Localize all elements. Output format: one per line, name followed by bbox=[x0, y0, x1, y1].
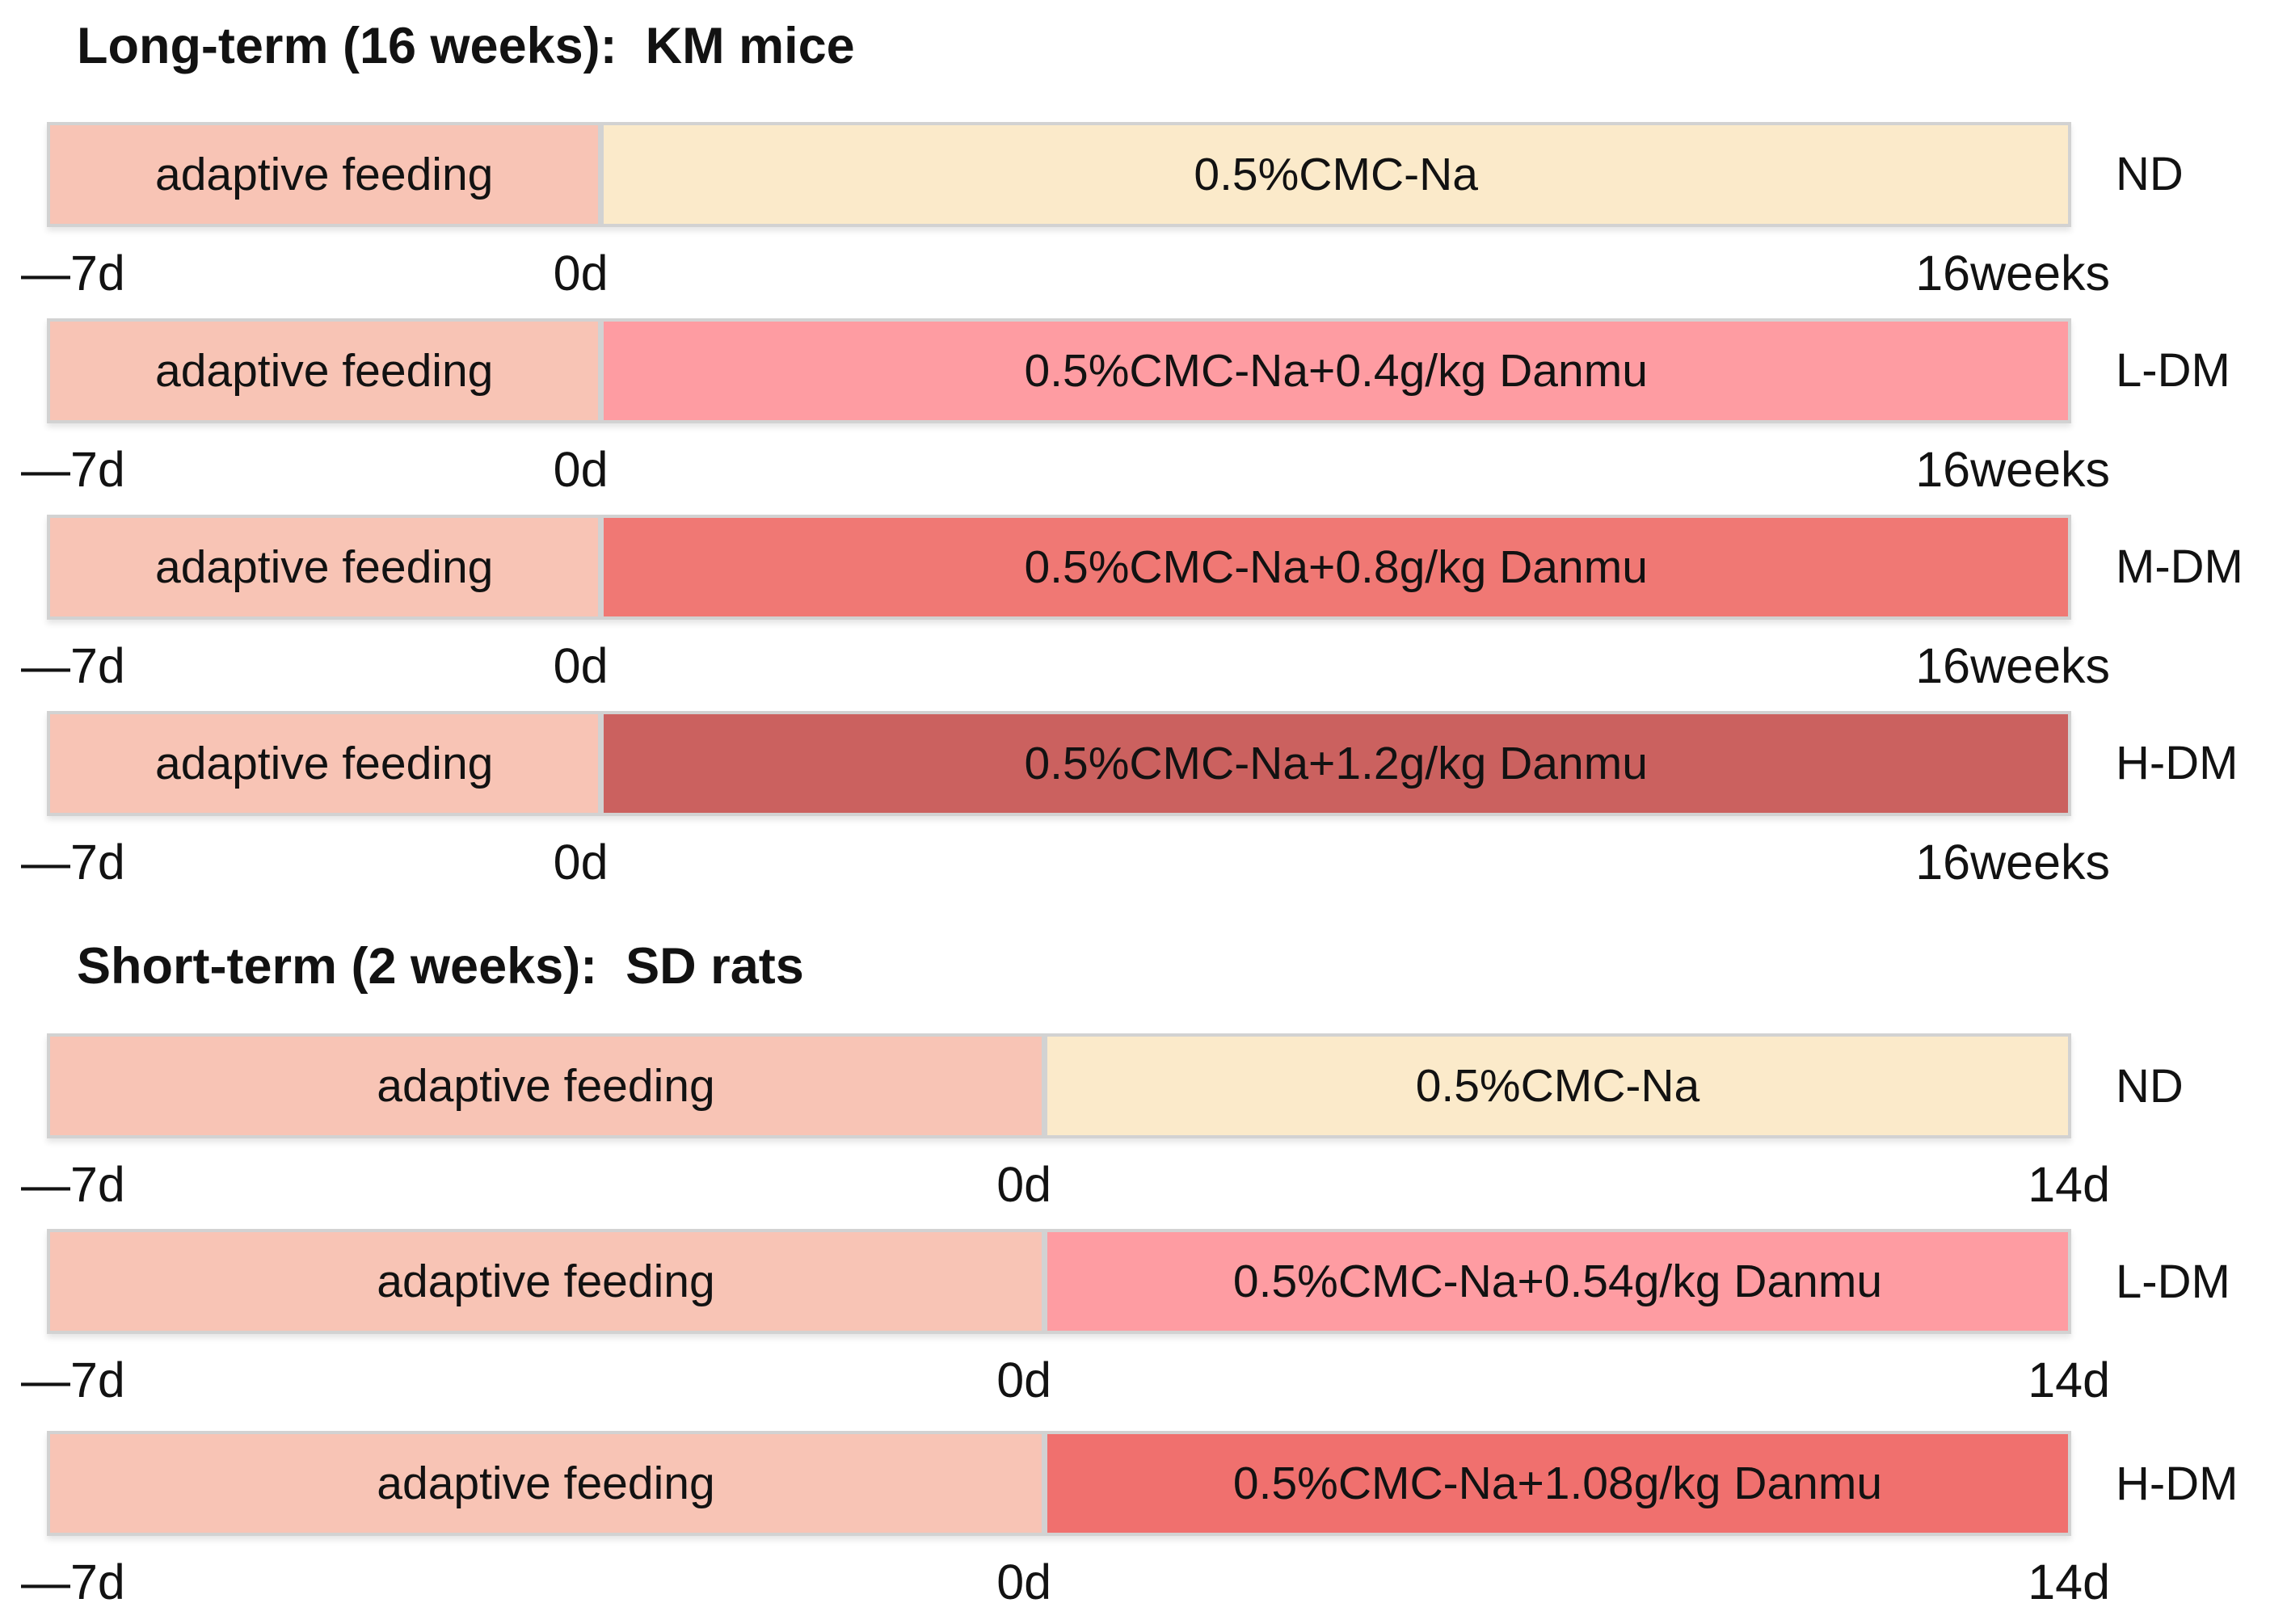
adaptive-feeding-label: adaptive feeding bbox=[377, 1060, 715, 1113]
adaptive-feeding-label: adaptive feeding bbox=[155, 148, 494, 200]
tick-0d: 0d bbox=[996, 1157, 1052, 1213]
group-label-ldm: L-DM bbox=[2116, 344, 2230, 398]
tick-0d: 0d bbox=[553, 245, 609, 301]
tick-0d: 0d bbox=[553, 441, 609, 497]
timeline-bar: adaptive feeding 0.5%CMC-Na+0.8g/kg Danm… bbox=[47, 514, 2071, 620]
group-label-nd: ND bbox=[2116, 1059, 2184, 1113]
timeline-bar: adaptive feeding 0.5%CMC-Na+0.54g/kg Dan… bbox=[47, 1229, 2071, 1335]
adaptive-feeding-segment: adaptive feeding bbox=[47, 1431, 1045, 1537]
tick-minus7d: —7d bbox=[21, 1353, 125, 1408]
adaptive-feeding-segment: adaptive feeding bbox=[47, 514, 602, 620]
adaptive-feeding-label: adaptive feeding bbox=[155, 737, 494, 789]
timeline-bar: adaptive feeding 0.5%CMC-Na+1.2g/kg Danm… bbox=[47, 710, 2071, 816]
tick-14d: 14d bbox=[2028, 1555, 2110, 1610]
timeline-row-short-nd: adaptive feeding 0.5%CMC-Na ND bbox=[47, 1033, 2287, 1139]
tick-0d: 0d bbox=[996, 1353, 1052, 1408]
timeline-ticks: —7d 0d 16weeks bbox=[21, 816, 2110, 907]
timeline-ticks: —7d 0d 16weeks bbox=[21, 423, 2110, 515]
timeline-ticks: —7d 0d 14d bbox=[21, 1334, 2110, 1431]
treatment-label: 0.5%CMC-Na bbox=[1415, 1060, 1700, 1113]
tick-16weeks: 16weeks bbox=[1915, 245, 2110, 301]
short-term-section-title: Short-term (2 weeks): SD rats bbox=[77, 937, 804, 995]
adaptive-feeding-segment: adaptive feeding bbox=[47, 318, 602, 423]
tick-minus7d: —7d bbox=[21, 637, 125, 693]
adaptive-feeding-segment: adaptive feeding bbox=[47, 1229, 1045, 1335]
tick-minus7d: —7d bbox=[21, 834, 125, 890]
timeline-row-long-mdm: adaptive feeding 0.5%CMC-Na+0.8g/kg Danm… bbox=[47, 514, 2287, 620]
timeline-bar: adaptive feeding 0.5%CMC-Na bbox=[47, 121, 2071, 227]
timeline-row-long-hdm: adaptive feeding 0.5%CMC-Na+1.2g/kg Danm… bbox=[47, 710, 2287, 816]
group-label-hdm: H-DM bbox=[2116, 1457, 2239, 1510]
timeline-row-short-ldm: adaptive feeding 0.5%CMC-Na+0.54g/kg Dan… bbox=[47, 1229, 2287, 1335]
long-term-section-title: Long-term (16 weeks): KM mice bbox=[77, 18, 855, 74]
group-label-nd: ND bbox=[2116, 148, 2184, 201]
treatment-segment: 0.5%CMC-Na+1.2g/kg Danmu bbox=[601, 710, 2071, 816]
treatment-label: 0.5%CMC-Na bbox=[1194, 148, 1478, 200]
timeline-ticks: —7d 0d 16weeks bbox=[21, 620, 2110, 711]
short-term-section: Short-term (2 weeks): SD rats adaptive f… bbox=[0, 938, 2287, 1624]
timeline-ticks: —7d 0d 14d bbox=[21, 1138, 2110, 1229]
treatment-label: 0.5%CMC-Na+0.54g/kg Danmu bbox=[1232, 1256, 1883, 1308]
treatment-segment: 0.5%CMC-Na+1.08g/kg Danmu bbox=[1044, 1431, 2071, 1537]
treatment-segment: 0.5%CMC-Na+0.54g/kg Danmu bbox=[1044, 1229, 2071, 1335]
treatment-label: 0.5%CMC-Na+1.08g/kg Danmu bbox=[1232, 1458, 1883, 1510]
tick-0d: 0d bbox=[553, 834, 609, 890]
tick-minus7d: —7d bbox=[21, 1555, 125, 1610]
timeline-bar: adaptive feeding 0.5%CMC-Na+1.08g/kg Dan… bbox=[47, 1431, 2071, 1537]
tick-0d: 0d bbox=[996, 1555, 1052, 1610]
treatment-label: 0.5%CMC-Na+0.8g/kg Danmu bbox=[1024, 541, 1648, 593]
tick-16weeks: 16weeks bbox=[1915, 441, 2110, 497]
treatment-segment: 0.5%CMC-Na bbox=[1044, 1033, 2071, 1139]
adaptive-feeding-segment: adaptive feeding bbox=[47, 1033, 1045, 1139]
tick-16weeks: 16weeks bbox=[1915, 834, 2110, 890]
group-label-hdm: H-DM bbox=[2116, 737, 2239, 790]
long-term-section: Long-term (16 weeks): KM mice adaptive f… bbox=[21, 18, 2287, 907]
tick-0d: 0d bbox=[553, 637, 609, 693]
timeline-bar: adaptive feeding 0.5%CMC-Na bbox=[47, 1033, 2071, 1139]
treatment-segment: 0.5%CMC-Na+0.8g/kg Danmu bbox=[601, 514, 2071, 620]
timeline-ticks: —7d 0d 16weeks bbox=[21, 227, 2110, 318]
group-label-mdm: M-DM bbox=[2116, 541, 2243, 594]
treatment-segment: 0.5%CMC-Na bbox=[601, 121, 2071, 227]
treatment-label: 0.5%CMC-Na+0.4g/kg Danmu bbox=[1024, 344, 1648, 397]
adaptive-feeding-label: adaptive feeding bbox=[377, 1256, 715, 1308]
tick-16weeks: 16weeks bbox=[1915, 637, 2110, 693]
treatment-segment: 0.5%CMC-Na+0.4g/kg Danmu bbox=[601, 318, 2071, 423]
adaptive-feeding-segment: adaptive feeding bbox=[47, 710, 602, 816]
tick-14d: 14d bbox=[2028, 1157, 2110, 1213]
adaptive-feeding-label: adaptive feeding bbox=[155, 344, 494, 397]
tick-minus7d: —7d bbox=[21, 245, 125, 301]
timeline-row-long-ldm: adaptive feeding 0.5%CMC-Na+0.4g/kg Danm… bbox=[47, 318, 2287, 423]
tick-minus7d: —7d bbox=[21, 1157, 125, 1213]
adaptive-feeding-segment: adaptive feeding bbox=[47, 121, 602, 227]
group-label-ldm: L-DM bbox=[2116, 1255, 2230, 1308]
adaptive-feeding-label: adaptive feeding bbox=[377, 1458, 715, 1510]
tick-14d: 14d bbox=[2028, 1353, 2110, 1408]
treatment-label: 0.5%CMC-Na+1.2g/kg Danmu bbox=[1024, 737, 1648, 789]
timeline-ticks: —7d 0d 14d bbox=[21, 1536, 2110, 1624]
adaptive-feeding-label: adaptive feeding bbox=[155, 541, 494, 593]
timeline-bar: adaptive feeding 0.5%CMC-Na+0.4g/kg Danm… bbox=[47, 318, 2071, 423]
timeline-row-short-hdm: adaptive feeding 0.5%CMC-Na+1.08g/kg Dan… bbox=[47, 1431, 2287, 1537]
timeline-row-long-nd: adaptive feeding 0.5%CMC-Na ND bbox=[47, 121, 2287, 227]
tick-minus7d: —7d bbox=[21, 441, 125, 497]
